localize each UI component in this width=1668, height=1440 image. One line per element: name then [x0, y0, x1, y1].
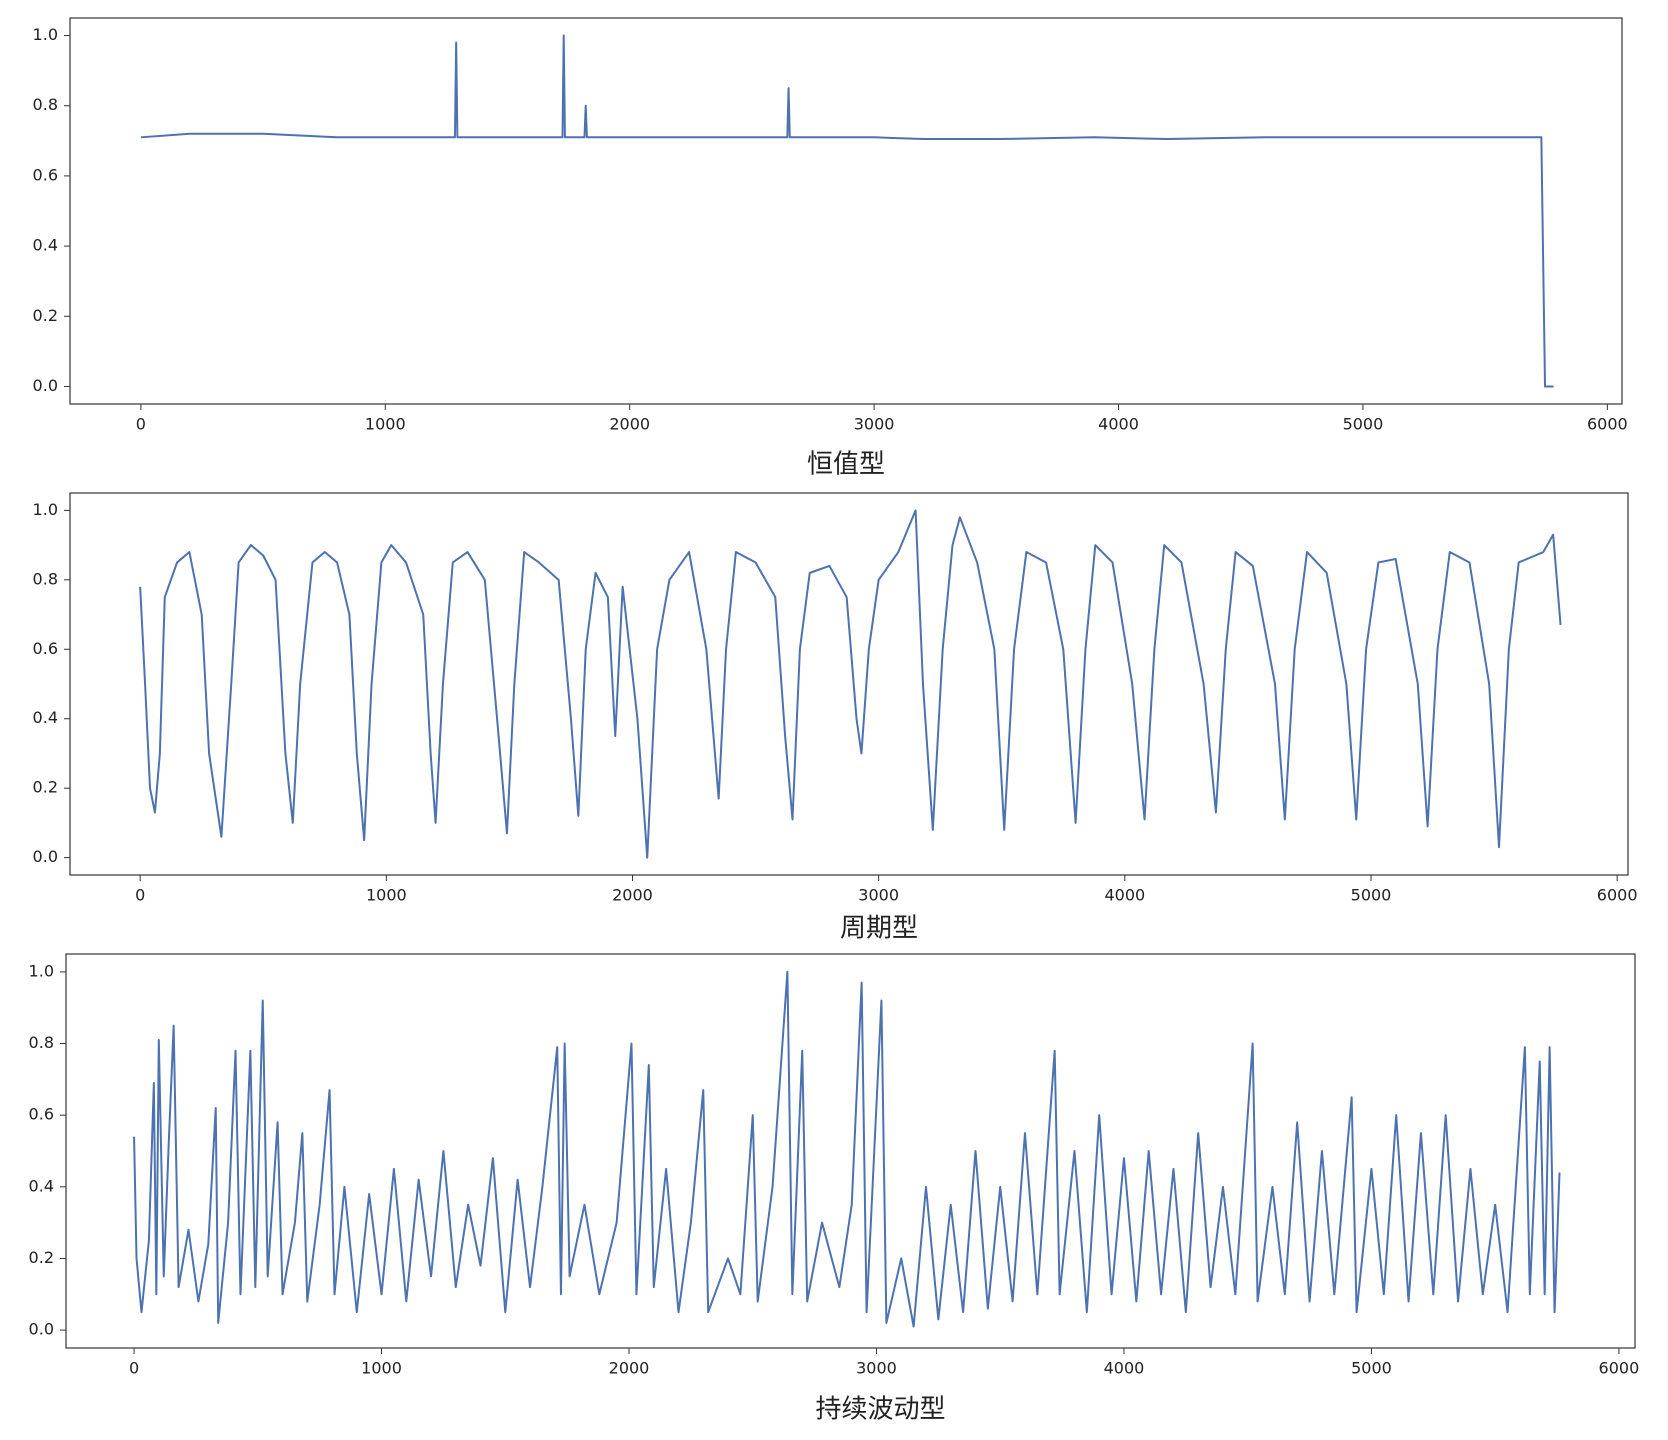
y-tick-label: 0.4 [33, 236, 58, 255]
x-tick-label: 3000 [858, 886, 899, 905]
axes-frame [69, 492, 1629, 876]
x-tick-label: 4000 [1098, 415, 1139, 434]
x-tick-label: 4000 [1104, 886, 1145, 905]
x-tick-label: 0 [129, 1359, 139, 1378]
axes-frame [69, 17, 1623, 405]
y-tick-label: 0.8 [33, 95, 58, 114]
data-line [140, 34, 1554, 388]
x-tick-label: 2000 [609, 415, 650, 434]
y-tick-label: 1.0 [33, 25, 58, 44]
y-tick-label: 0.6 [29, 1105, 54, 1124]
y-tick-label: 0.2 [29, 1248, 54, 1267]
data-line [133, 970, 1561, 1328]
y-tick-label: 0.0 [29, 1320, 54, 1339]
subplot: 0 1000 2000 3000 4000 5000 6000 0.0 0.2 0.4 0.6 0.8… [33, 17, 1628, 480]
x-tick-label: 5000 [1351, 1359, 1392, 1378]
y-tick-label: 0.0 [33, 376, 58, 395]
y-tick-label: 0.0 [33, 847, 58, 866]
y-tick-label: 0.4 [33, 708, 58, 727]
x-tick-label: 2000 [609, 1359, 650, 1378]
data-line [139, 509, 1562, 859]
x-tick-label: 1000 [365, 415, 406, 434]
x-tick-label: 2000 [612, 886, 653, 905]
x-tick-label: 3000 [854, 415, 895, 434]
x-tick-label: 1000 [366, 886, 407, 905]
x-tick-label: 6000 [1599, 1359, 1640, 1378]
y-tick-label: 0.2 [33, 778, 58, 797]
subplot: 0 1000 2000 3000 4000 5000 6000 0.0 0.2 0.4 0.6 0.8… [33, 492, 1638, 944]
axes-frame [65, 953, 1636, 1349]
y-tick-label: 1.0 [33, 500, 58, 519]
y-tick-label: 1.0 [29, 961, 54, 980]
y-tick-label: 0.4 [29, 1176, 54, 1195]
x-tick-label: 4000 [1104, 1359, 1145, 1378]
subplot: 0 1000 2000 3000 4000 5000 6000 0.0 0.2 0.4 0.6 0.8… [29, 953, 1640, 1425]
x-tick-label: 5000 [1343, 415, 1384, 434]
y-tick-label: 0.6 [33, 165, 58, 184]
x-axis-label: 恒值型 [807, 450, 885, 480]
x-axis-label: 周期型 [840, 914, 918, 944]
x-axis-label: 持续波动型 [815, 1395, 945, 1425]
x-tick-label: 3000 [856, 1359, 897, 1378]
x-tick-label: 6000 [1597, 886, 1638, 905]
x-tick-label: 6000 [1587, 415, 1628, 434]
x-tick-label: 5000 [1351, 886, 1392, 905]
y-tick-label: 0.2 [33, 306, 58, 325]
y-tick-label: 0.8 [29, 1033, 54, 1052]
y-tick-label: 0.8 [33, 569, 58, 588]
x-tick-label: 0 [135, 886, 145, 905]
x-tick-label: 0 [136, 415, 146, 434]
y-tick-label: 0.6 [33, 639, 58, 658]
x-tick-label: 1000 [361, 1359, 402, 1378]
